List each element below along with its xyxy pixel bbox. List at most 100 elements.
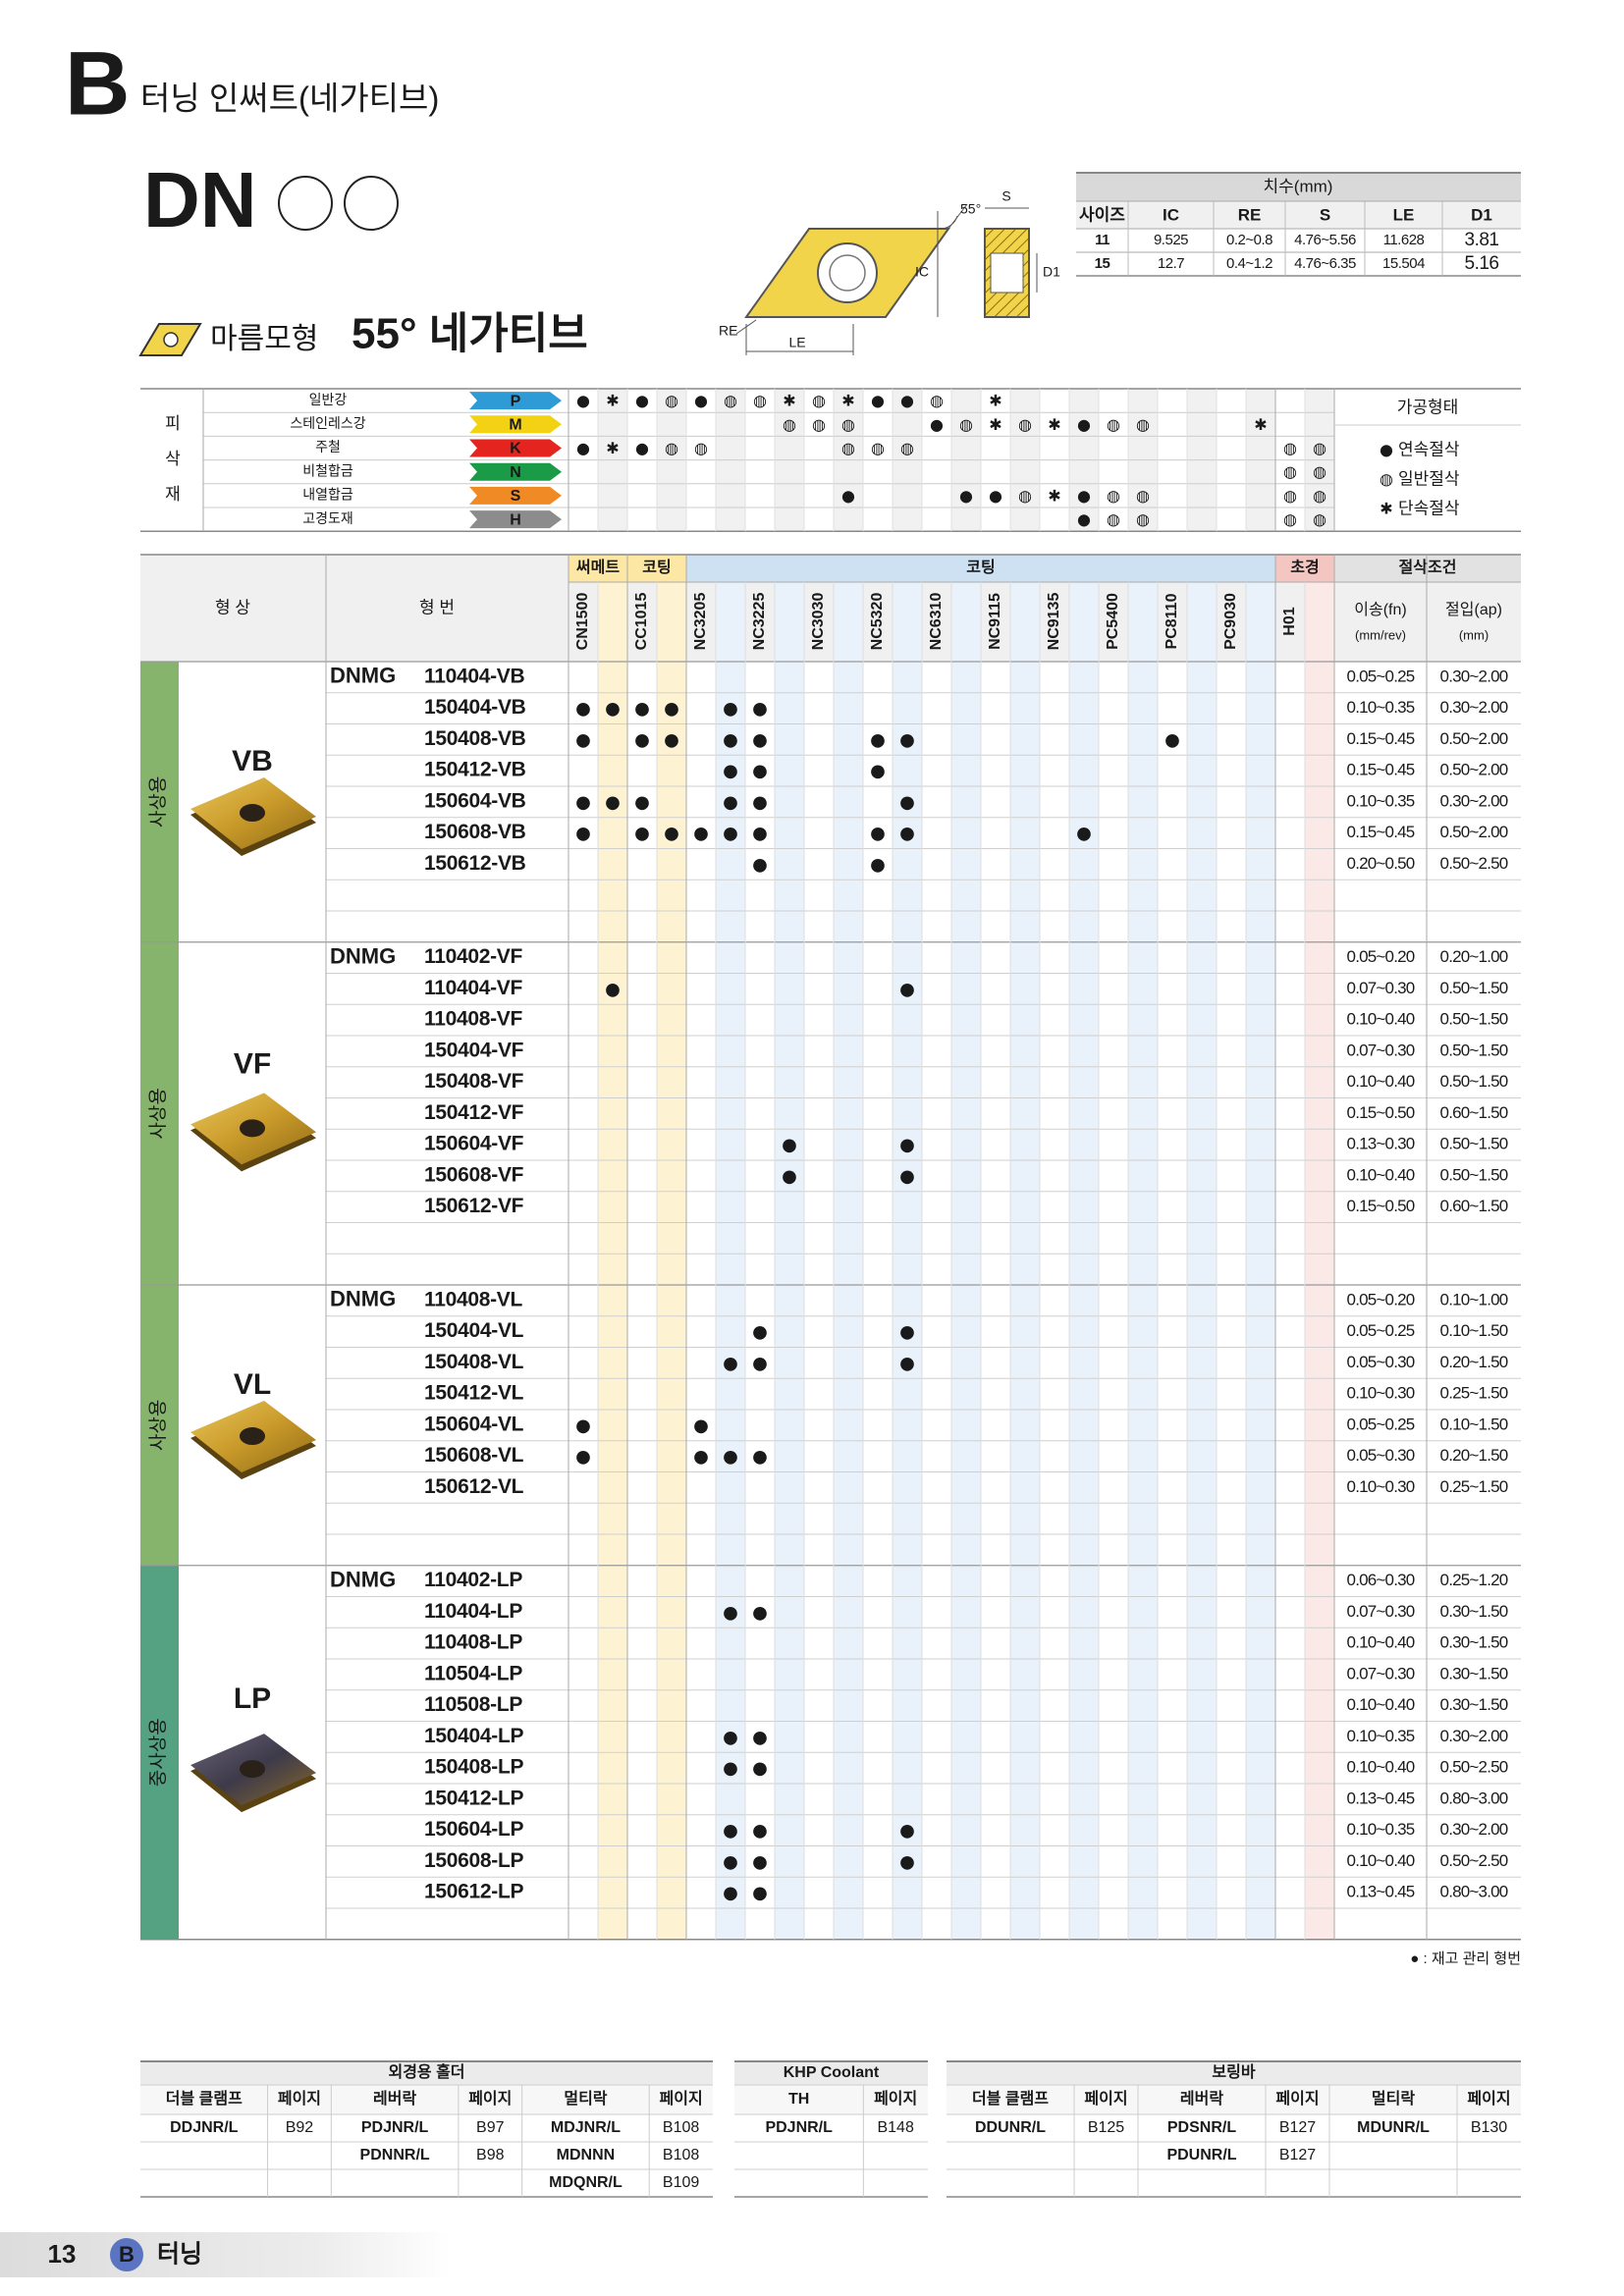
depth-header: 절입(ap)	[1445, 601, 1502, 618]
machining-symbol: ◍	[1018, 486, 1032, 505]
material-code: P	[511, 393, 521, 409]
machining-symbol: ✱	[989, 415, 1001, 434]
dim-column: 사이즈	[1079, 205, 1125, 224]
machining-symbol: ◍	[1136, 415, 1150, 434]
machining-symbol: ✱	[1048, 415, 1060, 434]
model-code: 150404-LP	[424, 1725, 523, 1747]
dim-cell: 12.7	[1158, 255, 1184, 272]
grade-group-bg	[686, 555, 1275, 582]
machining-symbol: ●	[959, 486, 973, 505]
machining-symbol: ●	[576, 392, 590, 410]
stock-dot: ●	[752, 824, 768, 844]
holder-column: 페이지	[468, 2089, 512, 2108]
legend-label: 단속절삭	[1398, 499, 1460, 517]
material-badge	[469, 392, 562, 410]
depth-value: 0.10~1.50	[1440, 1415, 1508, 1433]
holder-column: 페이지	[874, 2089, 917, 2108]
machining-symbol: ◍	[1313, 439, 1326, 457]
model-code: 150408-LP	[424, 1756, 523, 1779]
feed-value: 0.10~0.40	[1347, 1758, 1415, 1777]
stock-dot: ●	[664, 824, 679, 844]
feed-value: 0.13~0.45	[1347, 1883, 1415, 1901]
holder-cell: DDJNR/L	[170, 2119, 239, 2136]
code-placeholder	[278, 176, 333, 231]
series-name: DNMG	[330, 664, 396, 688]
feed-value: 0.20~0.50	[1347, 854, 1415, 873]
material-code: M	[509, 417, 521, 434]
feed-value: 0.13~0.45	[1347, 1789, 1415, 1807]
grade-stripe	[775, 582, 804, 1940]
dim-column: IC	[1163, 205, 1179, 224]
holder-title: 보링바	[1212, 2062, 1255, 2081]
machining-symbol: ✱	[1048, 486, 1060, 505]
section-badge	[110, 2238, 143, 2271]
model-code: 150412-LP	[424, 1787, 523, 1809]
stock-dot: ●	[752, 1447, 768, 1468]
feed-value: 0.10~0.40	[1347, 1633, 1415, 1652]
grade-name: NC9135	[1046, 593, 1062, 651]
stock-dot: ●	[752, 1353, 768, 1373]
feed-value: 0.05~0.30	[1347, 1446, 1415, 1465]
stock-dot: ●	[752, 854, 768, 875]
stock-dot: ●	[870, 729, 886, 750]
dim-label: D1	[1043, 264, 1060, 280]
holder-cell: B108	[663, 2119, 699, 2136]
holder-cell: MDJNR/L	[551, 2119, 621, 2136]
grade-name: NC9115	[987, 593, 1003, 650]
model-code: 110408-VL	[424, 1288, 523, 1310]
use-band	[140, 1285, 179, 1566]
stock-dot: ●	[723, 1602, 738, 1623]
grade-name: NC3030	[810, 593, 827, 651]
grade-stripe	[1010, 582, 1040, 1940]
machining-symbol: ●	[1077, 486, 1091, 505]
model-code: 150608-VB	[424, 821, 526, 843]
grade-stripe	[951, 582, 981, 1940]
stock-dot: ●	[1164, 729, 1180, 750]
holder-cell: PDUNR/L	[1166, 2147, 1236, 2163]
series-name: DNMG	[330, 1287, 396, 1311]
machining-symbol: ✱	[606, 439, 619, 457]
dim-column: RE	[1238, 205, 1262, 224]
depth-value: 0.30~2.00	[1440, 791, 1508, 810]
model-code: 110504-LP	[424, 1662, 522, 1684]
model-code: 150612-LP	[424, 1881, 523, 1903]
holder-title-bg	[140, 2061, 713, 2085]
stock-dot: ●	[752, 729, 768, 750]
machining-symbol: ◍	[1313, 486, 1326, 505]
model-code: 150604-VF	[424, 1133, 524, 1155]
model-code: 110408-LP	[424, 1631, 522, 1654]
stock-dot: ●	[752, 761, 768, 781]
feed-value: 0.10~0.40	[1347, 1072, 1415, 1091]
stock-dot: ●	[782, 1135, 797, 1155]
insert-name: VL	[234, 1368, 271, 1401]
stock-dot: ●	[723, 1758, 738, 1779]
shape-title: 55° 네가티브	[352, 310, 588, 358]
holder-column: 레버락	[373, 2089, 416, 2108]
machining-symbol: ◍	[1136, 486, 1150, 505]
machining-symbol: ◍	[1313, 462, 1326, 481]
depth-value: 0.30~1.50	[1440, 1664, 1508, 1682]
grade-name: CC1015	[633, 593, 650, 651]
stock-dot: ●	[723, 1447, 738, 1468]
stock-dot: ●	[870, 824, 886, 844]
grade-group-bg	[627, 555, 686, 582]
model-code: 110404-VB	[424, 665, 525, 687]
model-code: 150608-LP	[424, 1849, 523, 1872]
holder-cell: PDNNR/L	[360, 2147, 430, 2163]
grade-group: 써메트	[576, 559, 620, 576]
legend-symbol: ✱	[1380, 500, 1392, 518]
dim-columns-bg	[1076, 201, 1521, 229]
insert-hole	[240, 1760, 265, 1779]
model-code: 150604-LP	[424, 1818, 523, 1841]
material-badge	[469, 486, 562, 505]
machining-symbol: ◍	[1283, 462, 1297, 481]
material-badge	[469, 415, 562, 434]
model-code: 150612-VF	[424, 1195, 524, 1217]
stock-dot: ●	[899, 1353, 915, 1373]
stock-dot: ●	[693, 824, 709, 844]
stock-dot: ●	[575, 699, 591, 720]
feed-value: 0.05~0.25	[1347, 667, 1415, 685]
machining-symbol: ◍	[1283, 486, 1297, 505]
model-code: 150408-VF	[424, 1070, 524, 1093]
stock-dot: ●	[723, 729, 738, 750]
